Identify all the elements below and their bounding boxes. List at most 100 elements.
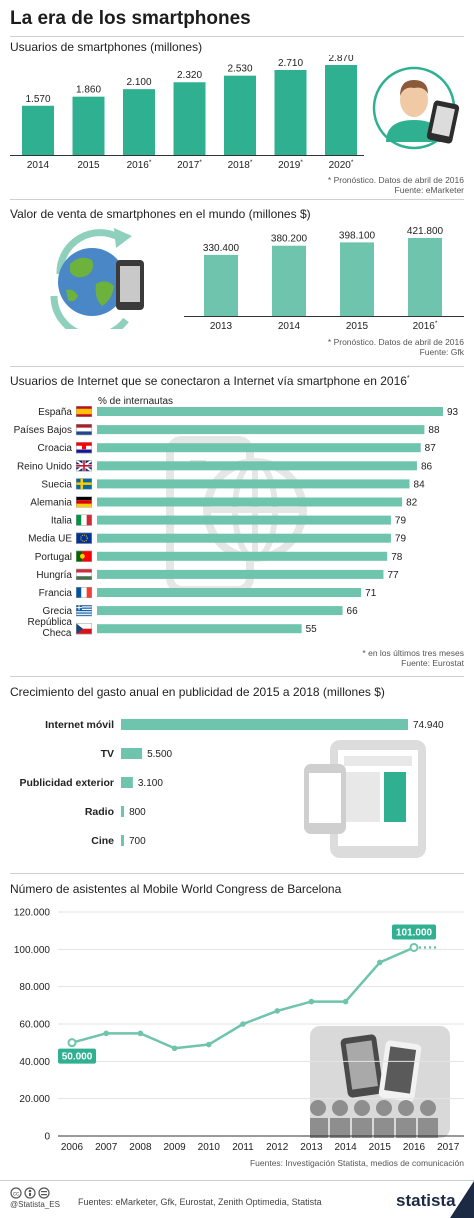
y-tick-label: 0 — [44, 1132, 50, 1143]
section2-title: Valor de venta de smartphones en el mund… — [10, 207, 311, 221]
x-tick-label: 2011 — [232, 1142, 254, 1153]
flag-hr-icon — [76, 442, 92, 454]
bar — [97, 551, 388, 561]
y-tick-label: 100.000 — [14, 945, 51, 956]
category-label: 2016* — [127, 159, 152, 171]
bar — [204, 254, 238, 316]
bar — [97, 407, 443, 416]
data-point — [274, 1008, 281, 1014]
bar — [97, 606, 343, 616]
chart-smartphone-users: 1.570 2014 1.860 2015 2.100 2016* 2.320 2017* 2.… — [10, 55, 364, 171]
category-label: Cine — [91, 835, 114, 847]
page-title: La era de los smartphones — [10, 8, 251, 29]
value-label: 2.320 — [177, 70, 202, 81]
value-label: 398.100 — [339, 230, 376, 241]
category-label: Radio — [85, 806, 114, 818]
value-label: 74.940 — [413, 720, 444, 731]
bar — [97, 569, 384, 579]
category-label: Italia — [51, 516, 73, 527]
value-label: 3.100 — [138, 778, 163, 789]
bar — [97, 515, 391, 525]
data-point — [171, 1045, 178, 1052]
section3-note: * en los últimos tres meses — [362, 648, 464, 658]
divider — [10, 199, 464, 200]
data-point — [308, 998, 315, 1005]
bar — [274, 70, 307, 155]
section5-source: Fuentes: Investigación Statista, medios … — [249, 1158, 464, 1168]
value-label: 66 — [347, 606, 359, 617]
flag-fr-icon — [76, 587, 92, 598]
bar — [97, 497, 403, 507]
category-label: 2016* — [413, 320, 438, 332]
y-tick-label: 20.000 — [19, 1094, 50, 1105]
bar — [97, 425, 425, 435]
unit-label: % de internautas — [98, 396, 174, 407]
category-label: 2014 — [27, 160, 50, 171]
chart-internet-users: 93 España 88 Países Bajos 87 Croacia 86 Reino U… — [14, 406, 459, 639]
statista-logo[interactable]: statista — [396, 1191, 456, 1210]
value-label: 84 — [414, 479, 426, 490]
section2-source: Fuente: Gfk — [419, 347, 464, 357]
bar — [97, 624, 302, 634]
svg-text:cc: cc — [13, 1192, 19, 1198]
category-label: República — [28, 617, 73, 628]
chart-smartphone-sales: 330.400 2013 380.200 2014 398.100 2015 421.800… — [184, 226, 464, 332]
series-line — [71, 946, 415, 1050]
section3-source: Fuente: Eurostat — [401, 658, 464, 668]
license-icons: cc — [10, 1187, 50, 1199]
category-label: 2014 — [278, 321, 301, 332]
flag-hu-icon — [76, 568, 92, 580]
category-label: Internet móvil — [45, 719, 114, 731]
person-icon — [24, 1187, 36, 1199]
bar — [123, 89, 155, 155]
bar — [121, 777, 133, 788]
y-tick-label: 80.000 — [19, 982, 50, 993]
bar — [22, 105, 54, 155]
y-tick-label: 120.000 — [14, 908, 51, 919]
callout-first-label: 50.000 — [62, 1052, 93, 1063]
section4-title: Crecimiento del gasto anual en publicida… — [10, 685, 385, 699]
category-label: Reino Unido — [17, 461, 72, 472]
footer: cc @Statista_ES Fuentes: eMarketer, Gfk,… — [0, 1180, 474, 1218]
data-point — [342, 998, 349, 1005]
section2-note: * Pronóstico. Datos de abril de 2016 — [327, 337, 464, 347]
equals-icon — [38, 1187, 50, 1199]
x-tick-label: 2014 — [334, 1142, 357, 1153]
tablet-and-phone-icon — [304, 740, 426, 858]
data-point — [137, 1030, 144, 1037]
person-with-phone-icon — [372, 66, 460, 150]
category-label: Portugal — [35, 552, 72, 563]
section5-title: Número de asistentes al Mobile World Con… — [10, 882, 342, 896]
globe-with-phone-icon — [50, 228, 144, 329]
x-tick-label: 2016 — [403, 1142, 426, 1153]
value-label: 88 — [428, 425, 440, 436]
value-label: 2.870 — [328, 55, 353, 64]
x-tick-label: 2017 — [437, 1142, 460, 1153]
value-label: 330.400 — [203, 243, 240, 254]
bar — [97, 479, 410, 489]
footer-handle[interactable]: @Statista_ES — [10, 1200, 60, 1209]
bar — [340, 242, 374, 316]
bar — [97, 533, 391, 543]
category-label: 2018* — [228, 159, 253, 171]
flag-it-icon — [76, 514, 92, 526]
category-label: Alemania — [30, 498, 72, 509]
section1-title: Usuarios de smartphones (millones) — [10, 40, 203, 54]
cc-icon — [10, 1187, 22, 1199]
value-label: 79 — [395, 534, 407, 545]
category-label: Media UE — [28, 534, 72, 545]
value-label: 93 — [447, 407, 459, 418]
chart-mwc-attendees: 0 20.000 40.000 60.000 80.000 100.000 120.000 2… — [14, 908, 464, 1153]
footer-sources: Fuentes: eMarketer, Gfk, Eurostat, Zenit… — [78, 1197, 322, 1207]
value-label: 86 — [421, 461, 433, 472]
x-tick-label: 2009 — [163, 1142, 186, 1153]
bar — [121, 806, 125, 817]
category-label: 2020* — [329, 159, 354, 171]
category-label: 2015 — [346, 321, 369, 332]
x-tick-label: 2007 — [95, 1142, 118, 1153]
data-point — [409, 942, 419, 952]
bar — [72, 96, 105, 155]
bar — [121, 835, 124, 846]
bar — [121, 748, 143, 759]
category-label: Checa — [43, 628, 72, 639]
